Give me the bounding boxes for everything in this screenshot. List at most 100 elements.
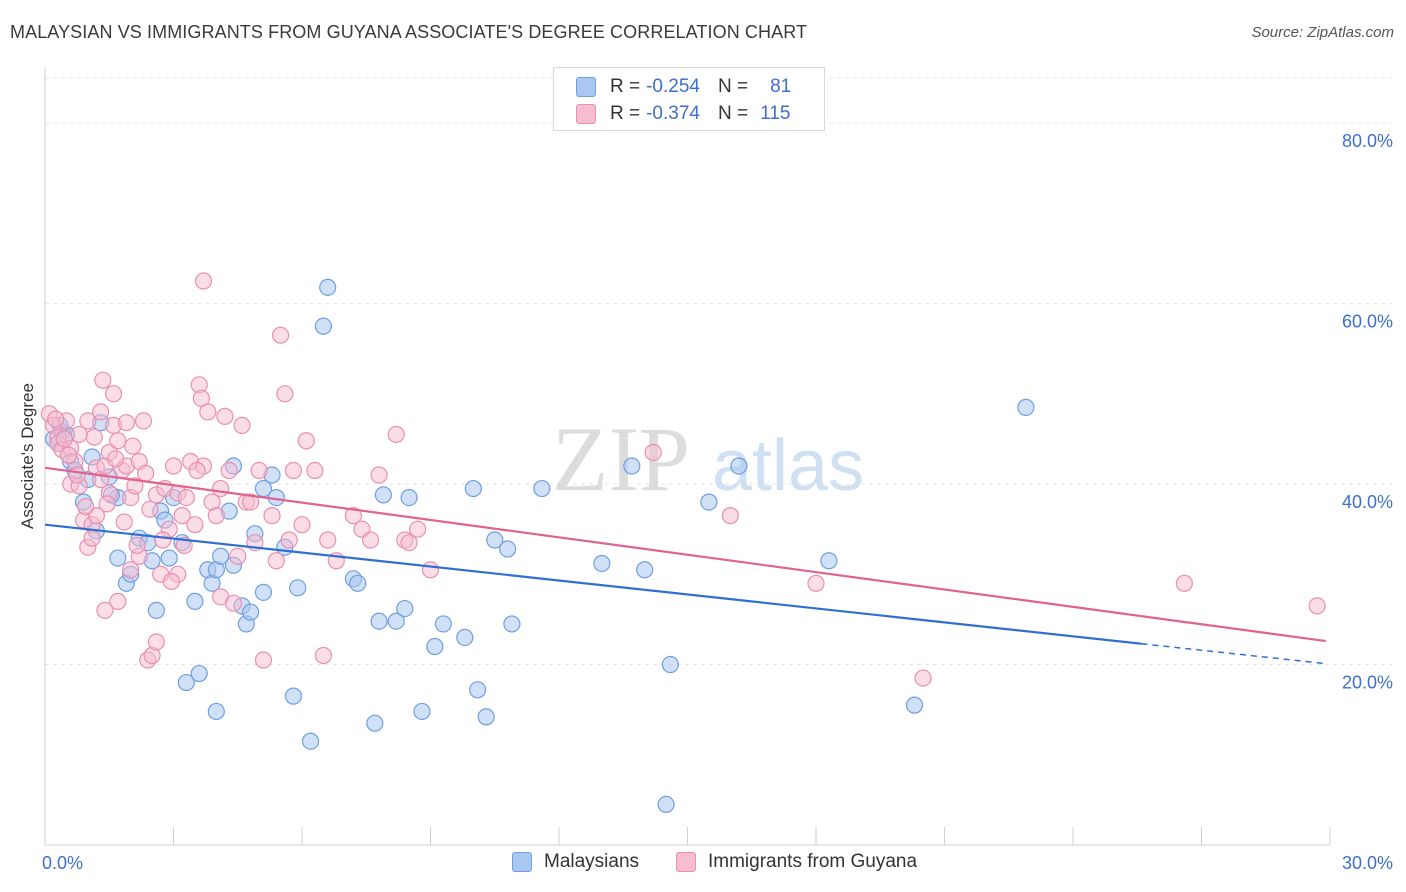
data-point-malaysians [469,681,487,699]
data-point-guyana [109,432,127,450]
data-point-guyana [319,531,337,549]
data-point-guyana [124,437,142,455]
data-point-malaysians [503,615,521,633]
data-point-malaysians [661,655,679,674]
data-point-guyana [122,561,140,579]
data-point-malaysians [623,457,641,475]
data-point-guyana [207,507,225,525]
data-point-malaysians [147,601,165,619]
trend-line-guyana [44,466,1326,643]
legend-label-guyana: Immigrants from Guyana [708,851,918,872]
data-point-guyana [361,531,380,549]
data-point-malaysians [109,549,127,567]
x-tick-label: 30.0% [1342,853,1393,873]
data-point-guyana [47,410,65,428]
data-point-guyana [104,385,123,403]
axes [44,67,1331,846]
y-tick-labels: 20.0% 40.0% 60.0% 80.0% [1342,131,1393,692]
data-point-malaysians [177,673,195,692]
data-point-guyana [83,529,101,547]
trend-line-malaysians [44,523,1142,645]
legend-row-guyana: R = -0.374 N = 115 [576,102,790,126]
data-point-guyana [68,466,86,484]
data-point-guyana [644,443,662,462]
data-point-malaysians [366,714,384,732]
data-point-guyana [126,477,144,495]
data-point-guyana [188,461,206,480]
legend-swatch-pink [676,852,696,872]
watermark: ZIP atlas [552,408,864,510]
data-point-guyana [271,326,290,344]
data-point-malaysians [636,561,654,579]
data-point-malaysians [242,603,260,621]
data-point-guyana [421,561,440,579]
x-tick-label: 0.0% [42,853,83,873]
data-point-guyana [276,385,294,403]
data-point-malaysians [413,702,431,721]
data-point-guyana [280,531,298,549]
data-point-guyana [177,488,195,507]
data-point-guyana [79,412,97,430]
data-point-malaysians [374,486,392,504]
data-point-guyana [85,428,103,446]
data-point-malaysians [820,552,838,570]
data-point-malaysians [289,579,307,597]
data-point-guyana [94,371,112,389]
data-point-guyana [250,461,268,480]
data-point-malaysians [434,615,452,633]
legend-label-malaysians: Malaysians [544,851,640,872]
data-point-malaysians [426,637,444,656]
data-point-guyana [914,669,932,687]
data-point-malaysians [593,554,611,573]
data-point-guyana [134,412,153,430]
legend-swatch-blue [576,77,596,97]
data-point-malaysians [657,795,675,813]
legend-swatch-blue [512,852,532,872]
trend-line-malaysians-extension [1141,643,1326,665]
data-point-guyana [409,520,427,538]
legend-r-value: -0.374 [646,103,700,124]
data-point-malaysians [160,549,178,567]
data-point-guyana [297,432,315,450]
data-point-guyana [242,493,260,511]
data-point-malaysians [207,702,225,721]
data-point-malaysians [254,583,273,601]
data-point-malaysians [1017,398,1035,416]
data-point-guyana [267,552,285,570]
data-point-malaysians [349,574,367,592]
data-point-guyana [109,592,127,610]
y-tick-label: 80.0% [1342,131,1393,151]
data-point-malaysians [212,547,230,565]
series-malaysians [44,278,1035,813]
data-point-guyana [263,507,281,525]
x-tick-labels: 0.0% 30.0% [42,853,1393,873]
data-point-malaysians [533,479,551,498]
data-point-guyana [173,507,191,525]
data-point-guyana [164,457,183,475]
data-point-guyana [387,425,405,444]
data-point-guyana [186,516,204,534]
legend-n-value: 115 [760,103,791,124]
data-point-guyana [141,500,159,518]
y-axis-label: Associate's Degree [18,383,37,529]
legend-item-guyana: Immigrants from Guyana [676,851,917,873]
data-point-guyana [55,430,73,448]
data-point-guyana [175,536,193,555]
data-point-guyana [92,403,110,421]
data-point-guyana [128,536,146,555]
watermark-zip: ZIP [552,408,690,510]
data-point-guyana [137,464,155,482]
data-point-malaysians [190,664,208,683]
legend-item-malaysians: Malaysians [512,851,639,873]
data-point-guyana [117,414,135,432]
trend-lines [44,466,1326,665]
legend-n-value: 81 [770,76,792,97]
data-point-guyana [284,461,303,480]
data-point-guyana [224,594,243,612]
data-point-guyana [147,633,165,651]
data-point-guyana [115,513,133,531]
data-point-guyana [254,651,273,669]
data-point-guyana [98,495,116,513]
data-point-guyana [194,272,213,290]
